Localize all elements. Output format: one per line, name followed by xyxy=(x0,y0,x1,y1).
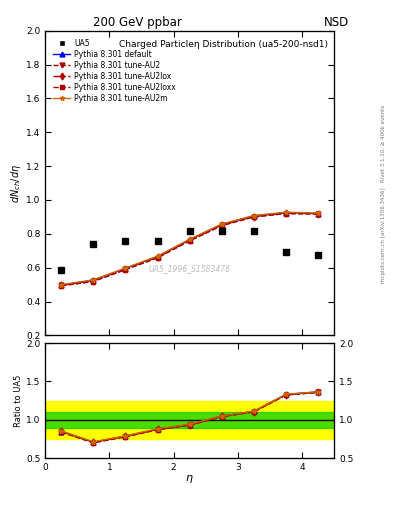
Bar xyxy=(45,412,334,428)
Bar xyxy=(45,400,334,439)
Legend: UA5, Pythia 8.301 default, Pythia 8.301 tune-AU2, Pythia 8.301 tune-AU2lox, Pyth: UA5, Pythia 8.301 default, Pythia 8.301 … xyxy=(52,37,177,104)
Y-axis label: Ratio to UA5: Ratio to UA5 xyxy=(14,374,23,427)
Text: mcplots.cern.ch [arXiv:1306.3436]: mcplots.cern.ch [arXiv:1306.3436] xyxy=(381,188,386,283)
Text: UA5_1996_S1583476: UA5_1996_S1583476 xyxy=(149,264,231,273)
Y-axis label: $dN_{ch}/d\eta$: $dN_{ch}/d\eta$ xyxy=(9,163,23,203)
X-axis label: $\eta$: $\eta$ xyxy=(185,474,194,485)
Text: Charged Particleη Distribution (ua5-200-nsd1): Charged Particleη Distribution (ua5-200-… xyxy=(119,40,328,49)
Text: 200 GeV ppbar: 200 GeV ppbar xyxy=(93,16,182,29)
Text: NSD: NSD xyxy=(323,16,349,29)
Text: Rivet 3.1.10, ≥ 400k events: Rivet 3.1.10, ≥ 400k events xyxy=(381,105,386,182)
